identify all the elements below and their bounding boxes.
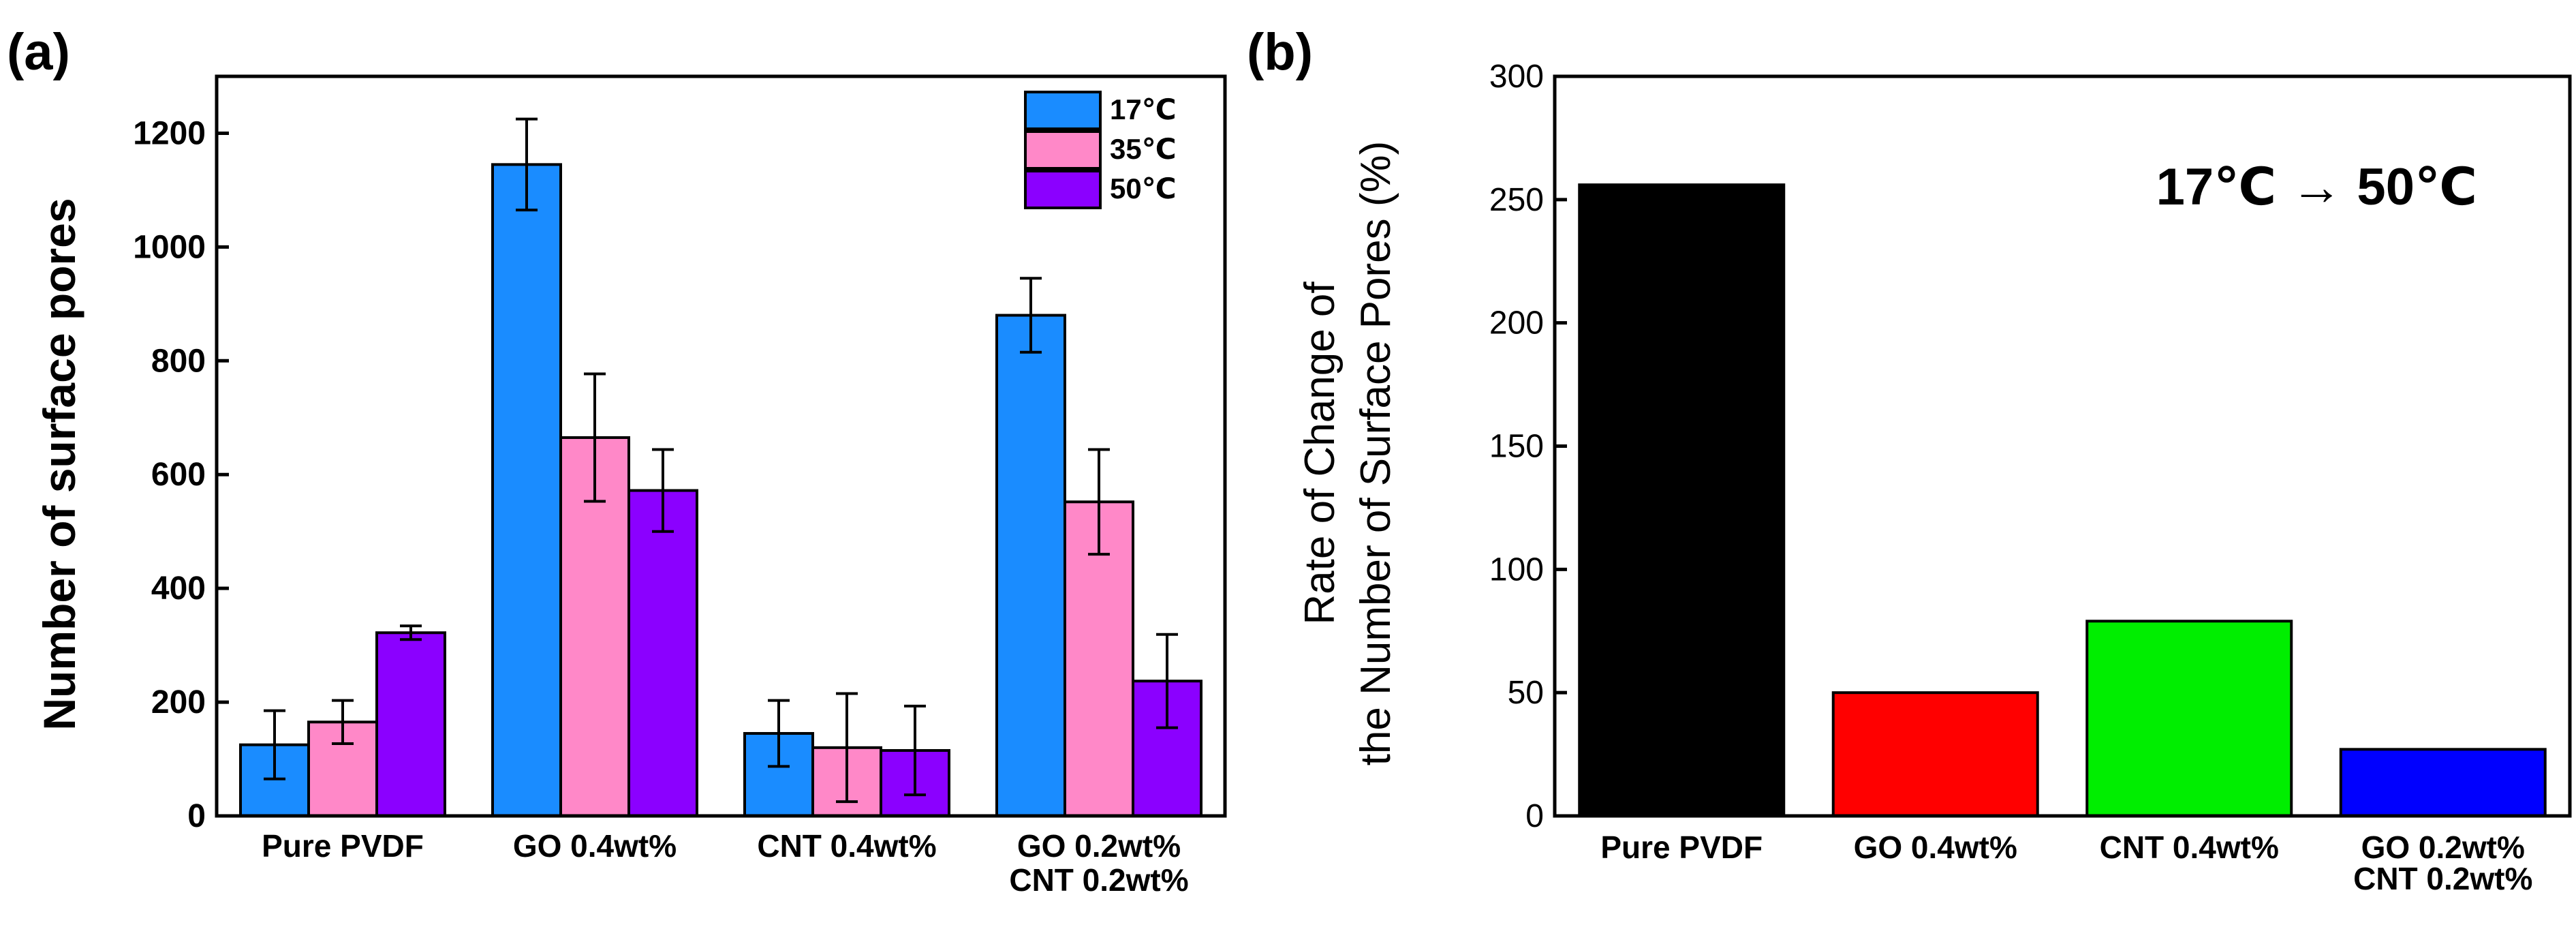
- panel-b-ytick-label: 50: [1508, 675, 1544, 711]
- panel-b-category-label: CNT 0.4wt%: [2100, 830, 2279, 865]
- panel-b-ytick-label: 250: [1489, 182, 1544, 218]
- panel-a-legend-swatch: [1024, 91, 1102, 130]
- panel-b-category-labels: Pure PVDF GO 0.4wt% CNT 0.4wt% GO 0.2wt%CNT…: [1600, 830, 2532, 896]
- panel-a-category-label: GO 0.4wt%: [513, 828, 677, 864]
- panel-b-category-label: GO 0.4wt%: [1854, 830, 2017, 865]
- panel-a-label: (a): [7, 23, 70, 81]
- panel-a-legend: 17℃ 35℃ 50℃: [1024, 91, 1177, 209]
- panel-a-bar: [375, 631, 446, 817]
- panel-a-bar: [1132, 680, 1202, 818]
- panel-b-plot-frame: [1553, 74, 2572, 818]
- panel-b-y-axis-label-line2: the Number of Surface Pores (%): [1352, 141, 1399, 766]
- panel-a-ytick-label: 600: [151, 457, 206, 493]
- panel-a-bars: [239, 163, 1202, 818]
- panel-a-legend-swatch: [1024, 170, 1102, 209]
- panel-b: (b) Rate of Change of the Number of Surf…: [1247, 23, 2572, 896]
- panel-a-ytick-label: 200: [151, 684, 206, 720]
- panel-b-bars: [1578, 183, 2547, 818]
- panel-b-category-label: GO 0.2wt%: [2361, 830, 2525, 865]
- panel-a-plot-frame: [215, 74, 1227, 818]
- panel-b-bar: [1831, 691, 2039, 818]
- panel-a-ytick-label: 800: [151, 343, 206, 379]
- panel-b-label: (b): [1247, 23, 1313, 81]
- panel-a-ytick-label: 1000: [133, 229, 206, 265]
- panel-a-category-label: GO 0.2wt%: [1017, 828, 1181, 864]
- panel-a-bar: [491, 163, 562, 818]
- panel-a-legend-swatch: [1024, 130, 1102, 170]
- panel-b-annotation: 17℃ → 50℃: [2156, 158, 2477, 216]
- panel-a-category-labels: Pure PVDF GO 0.4wt% CNT 0.4wt% GO 0.2wt%CNT…: [262, 828, 1189, 898]
- panel-b-y-axis-label-line1: Rate of Change of: [1297, 282, 1344, 625]
- panel-a-y-axis-label: Number of surface pores: [34, 198, 84, 730]
- panel-b-ytick-label: 200: [1489, 305, 1544, 341]
- panel-a-bar: [627, 489, 698, 817]
- panel-a-bar: [995, 314, 1066, 817]
- panel-a: (a) Number of surface pores 0 200 400 600 80…: [7, 23, 1227, 898]
- panel-a-category-label: CNT 0.4wt%: [757, 828, 936, 864]
- panel-a-category-label: CNT 0.2wt%: [1009, 862, 1188, 898]
- panel-b-ytick-label: 150: [1489, 429, 1544, 465]
- panel-b-ytick-label: 0: [1525, 798, 1544, 834]
- panel-b-category-label: Pure PVDF: [1600, 830, 1763, 865]
- panel-a-ytick-label: 0: [187, 798, 206, 834]
- panel-a-bar: [1064, 500, 1134, 817]
- panel-b-ytick-label: 100: [1489, 551, 1544, 588]
- panel-a-ytick-label: 400: [151, 571, 206, 607]
- panel-a-legend-label: 17℃: [1110, 93, 1177, 125]
- panel-b-bar: [2339, 748, 2547, 817]
- panel-b-category-label: CNT 0.2wt%: [2353, 861, 2532, 896]
- panel-a-legend-label: 35℃: [1110, 133, 1177, 165]
- panel-a-y-ticks: 0 200 400 600 800 1000 1200: [133, 115, 229, 834]
- panel-b-bar: [1578, 183, 1786, 817]
- panel-b-ytick-label: 300: [1489, 59, 1544, 95]
- panel-a-error-bars: [264, 117, 1178, 804]
- panel-a-category-label: Pure PVDF: [262, 828, 424, 864]
- panel-b-bar: [2085, 620, 2293, 817]
- panel-a-legend-label: 50℃: [1110, 172, 1177, 204]
- panel-a-ytick-label: 1200: [133, 115, 206, 151]
